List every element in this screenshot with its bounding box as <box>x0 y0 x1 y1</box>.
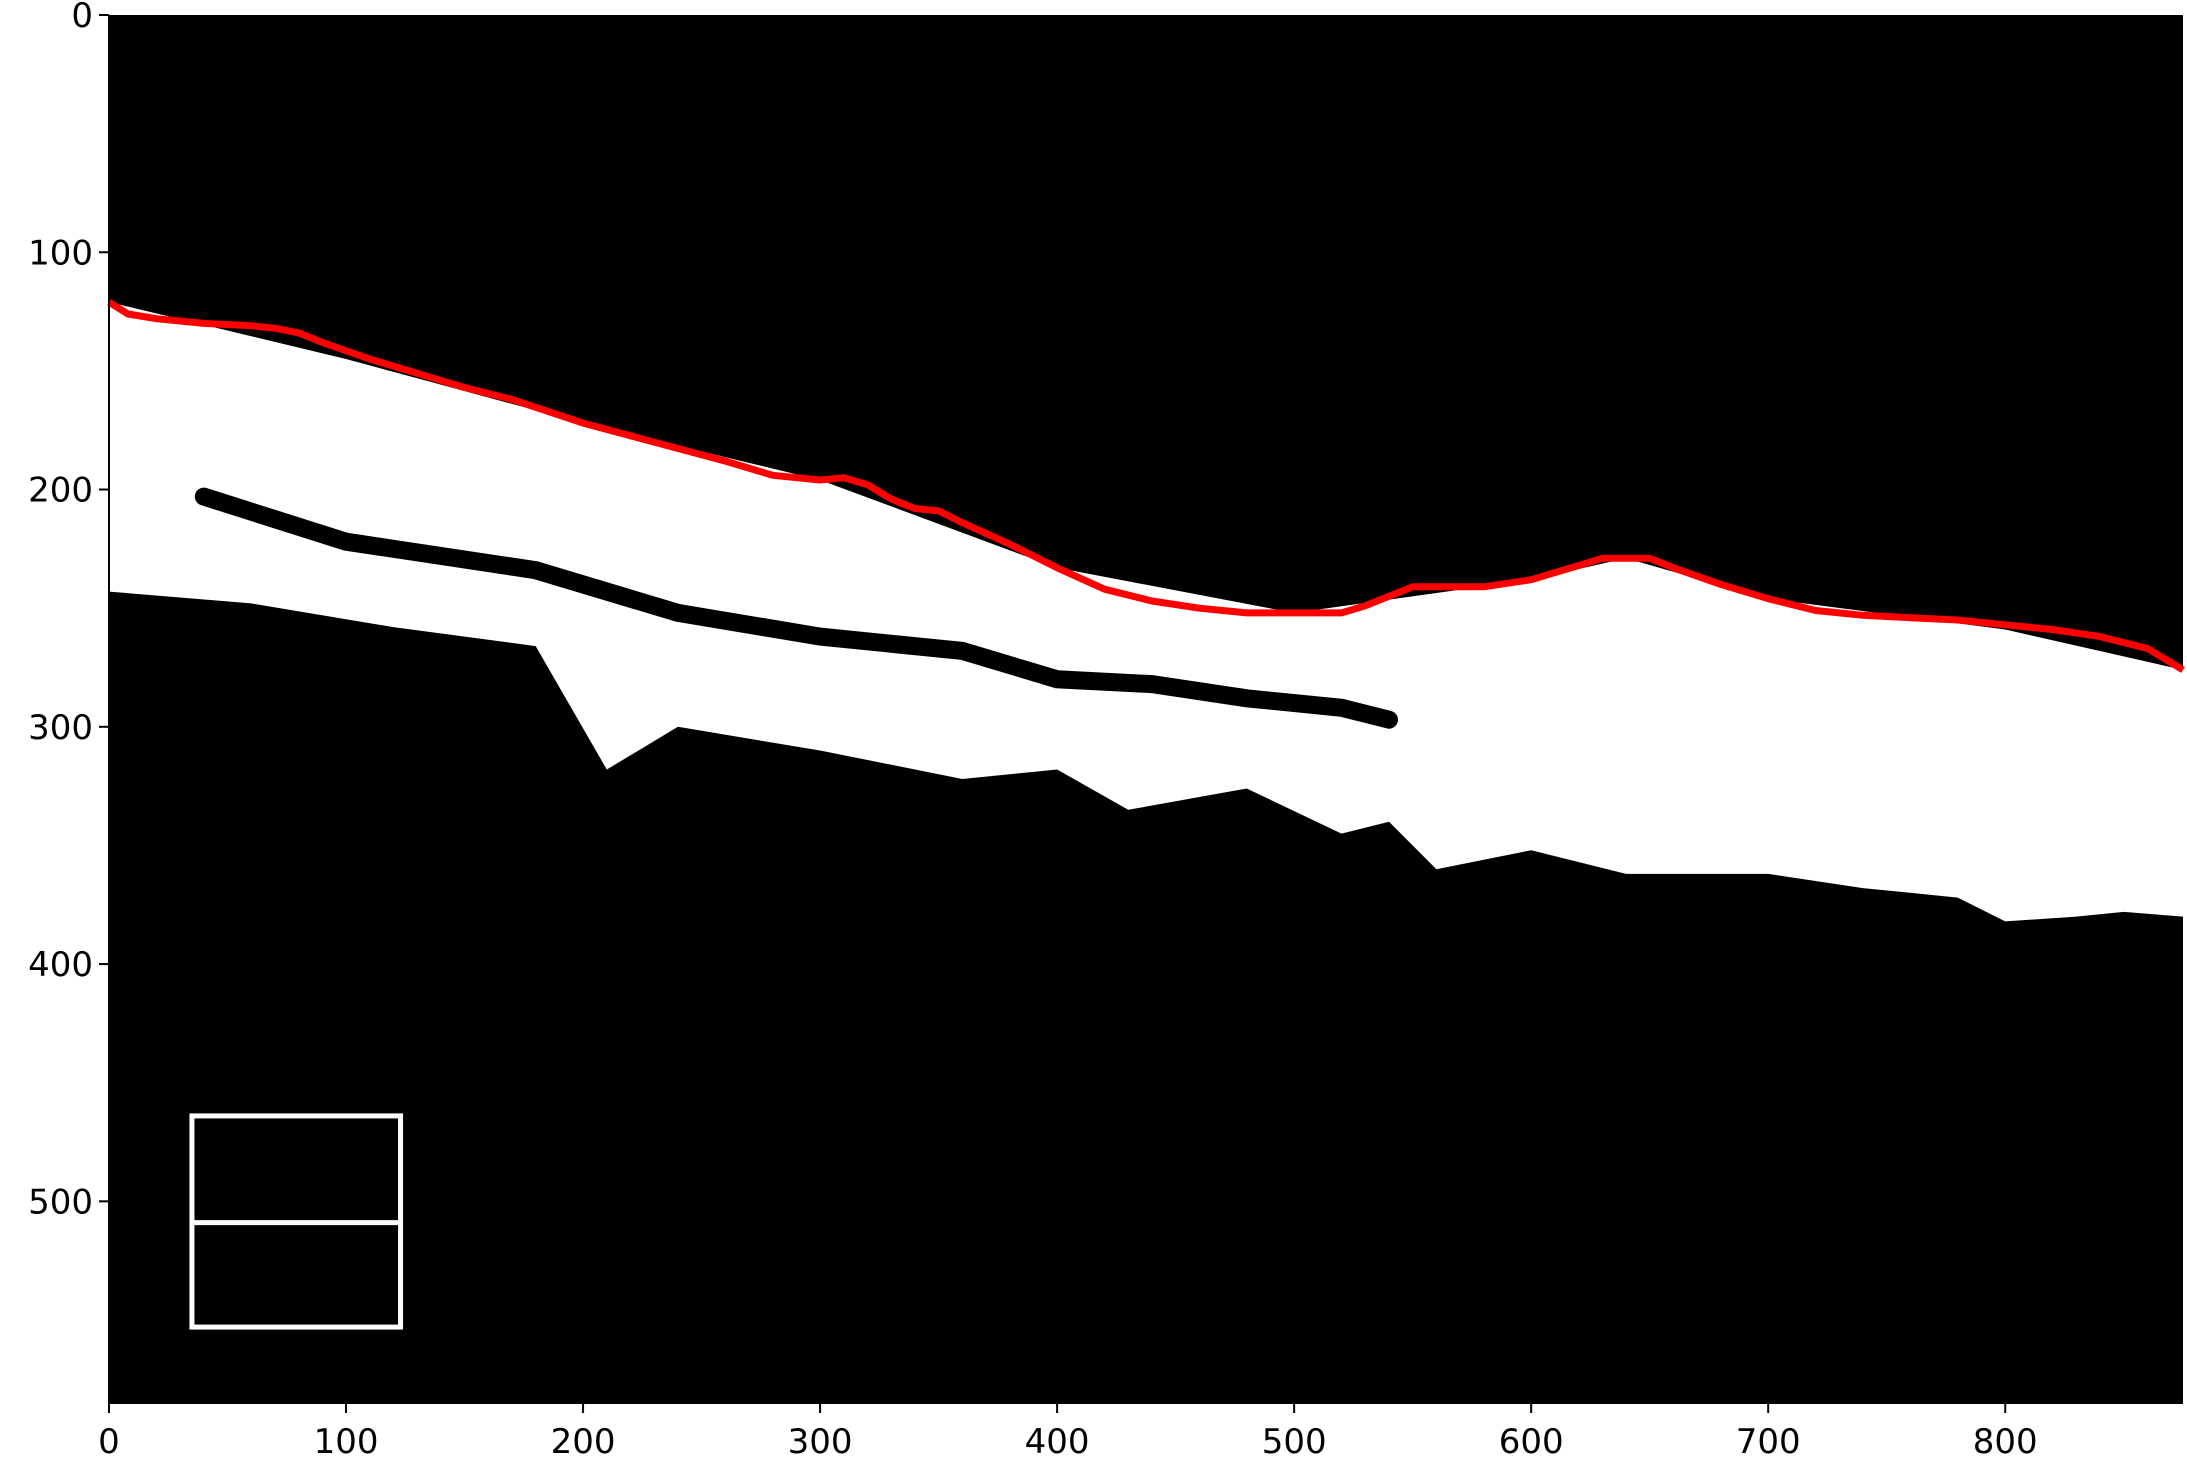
dark-inclusion-streak <box>194 487 1398 729</box>
y-tick-label: 500 <box>28 1182 93 1222</box>
x-tick-label: 0 <box>98 1422 120 1462</box>
image-plot-area <box>107 15 2185 1403</box>
x-tick-label: 600 <box>1499 1422 1564 1462</box>
y-tick-label: 200 <box>28 471 93 511</box>
x-tick-group: 0 100 200 300 400 500 600 700 800 <box>98 1403 2038 1462</box>
axes: 0 100 200 300 400 500 600 700 800 0 100 200 300 400 5… <box>28 0 2183 1462</box>
y-tick-label: 400 <box>28 945 93 985</box>
white-box-marker <box>189 1113 404 1330</box>
x-tick-label: 100 <box>314 1422 379 1462</box>
segmentation-mask-band <box>109 302 2183 922</box>
x-tick-label: 800 <box>1973 1422 2038 1462</box>
y-tick-label: 0 <box>71 0 93 36</box>
x-tick-label: 700 <box>1736 1422 1801 1462</box>
x-tick-label: 300 <box>788 1422 853 1462</box>
x-tick-label: 400 <box>1025 1422 1090 1462</box>
x-tick-label: 500 <box>1262 1422 1327 1462</box>
y-tick-label: 300 <box>28 708 93 748</box>
y-tick-group: 0 100 200 300 400 500 <box>28 0 109 1222</box>
y-tick-label: 100 <box>28 233 93 273</box>
red-boundary-line <box>107 299 2185 673</box>
x-tick-label: 200 <box>551 1422 616 1462</box>
